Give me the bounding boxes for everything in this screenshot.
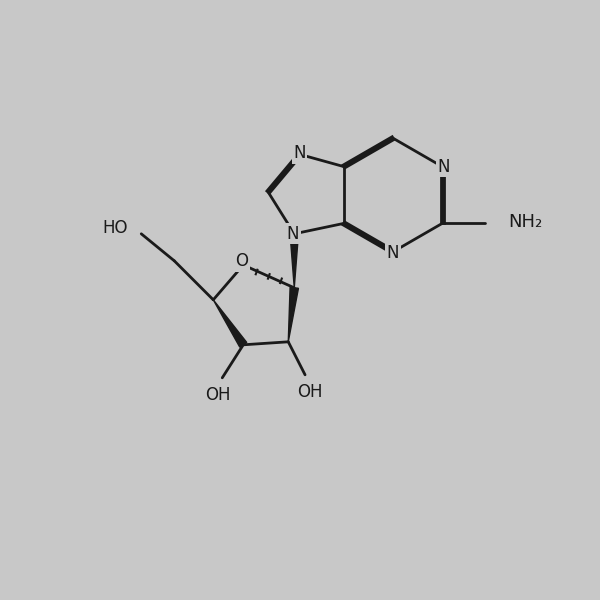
Text: N: N	[293, 144, 306, 162]
Text: O: O	[236, 253, 248, 271]
Text: OH: OH	[297, 383, 323, 401]
Polygon shape	[213, 300, 247, 347]
Text: NH₂: NH₂	[508, 213, 542, 231]
Polygon shape	[288, 287, 298, 342]
Text: N: N	[437, 158, 449, 176]
Text: OH: OH	[205, 386, 230, 404]
Text: HO: HO	[103, 219, 128, 237]
Text: N: N	[287, 225, 299, 243]
Text: N: N	[387, 244, 399, 262]
Polygon shape	[290, 234, 298, 288]
